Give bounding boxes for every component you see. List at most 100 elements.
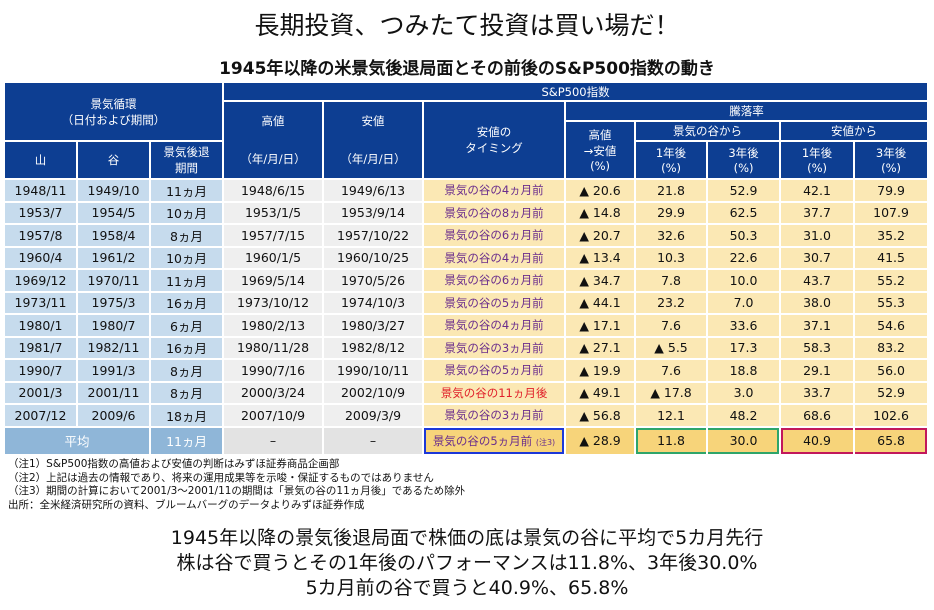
cell-low-1y: 33.7 bbox=[779, 380, 856, 405]
table-row: 1990/7 1991/3 8ヵ月 1990/7/16 1990/10/11 景気の谷の5… bbox=[3, 358, 930, 383]
cell-low-3y: 55.3 bbox=[853, 290, 930, 315]
cell-trough-3y: 18.8 bbox=[706, 358, 782, 383]
cell-low-1y: 43.7 bbox=[779, 268, 856, 293]
table-row: 1981/7 1982/11 16ヵ月 1980/11/28 1982/8/12 景気の谷… bbox=[3, 335, 930, 360]
summary-line-1: 1945年以降の景気後退局面で株価の底は景気の谷に平均で5カ月先行 bbox=[170, 527, 764, 549]
cell-trough: 1961/2 bbox=[76, 245, 151, 270]
cell-high-to-low: ▲ 27.1 bbox=[564, 335, 637, 360]
cell-trough-1y: 29.9 bbox=[634, 200, 709, 225]
cell-trough: 1975/3 bbox=[76, 290, 151, 315]
cell-low-1y: 37.7 bbox=[779, 200, 856, 225]
cell-high-date: 1973/10/12 bbox=[222, 290, 325, 315]
cell-low-date: 1949/6/13 bbox=[322, 178, 425, 203]
header-cycle: 景気循環 （日付および期間） bbox=[2, 81, 225, 142]
header-trough-1y: 1年後 (%) bbox=[634, 140, 709, 180]
cell-high-date: 1990/7/16 bbox=[222, 358, 325, 383]
note-2: （注2）上記は過去の情報であり、将来の運用成果等を示唆・保証するものではありませ… bbox=[8, 471, 434, 484]
rec-2: 期間 bbox=[175, 161, 199, 175]
note-3: （注3）期間の計算において2001/3～2001/11の期間は「景気の谷の11ヵ… bbox=[8, 485, 466, 497]
header-low-1y: 1年後 (%) bbox=[779, 140, 856, 180]
pct: (%) bbox=[807, 161, 827, 175]
cell-low-1y: 37.1 bbox=[779, 313, 856, 338]
cell-trough-3y: 3.0 bbox=[706, 380, 782, 405]
cell-trough: 1991/3 bbox=[76, 358, 151, 383]
cell-peak: 1957/8 bbox=[3, 223, 78, 248]
cell-low-3y: 102.6 bbox=[853, 403, 930, 428]
cell-low-timing: 景気の谷の5ヵ月前 bbox=[422, 290, 567, 315]
cell-low-timing: 景気の谷の6ヵ月前 bbox=[422, 223, 567, 248]
rec-1: 景気後退 bbox=[163, 145, 210, 159]
pct: (%) bbox=[733, 161, 754, 175]
avg-timing-note: (注3) bbox=[535, 437, 556, 447]
cell-trough: 1958/4 bbox=[76, 223, 151, 248]
cell-high-to-low: ▲ 20.7 bbox=[564, 223, 637, 248]
cell-recession-period: 10ヵ月 bbox=[148, 245, 225, 270]
cell-low-3y: 107.9 bbox=[853, 200, 930, 225]
cell-high-date: 1960/1/5 bbox=[222, 245, 325, 270]
header-timing: 安値の タイミング bbox=[422, 100, 567, 180]
cell-trough-1y: 7.6 bbox=[634, 313, 709, 338]
cell-low-1y: 42.1 bbox=[779, 178, 856, 203]
cell-low-date: 1957/10/22 bbox=[322, 223, 425, 248]
cell-peak: 1973/11 bbox=[3, 290, 78, 315]
cell-trough-3y: 17.3 bbox=[706, 335, 782, 360]
cell-low-1y: 38.0 bbox=[779, 290, 856, 315]
cell-low-date: 1990/10/11 bbox=[322, 358, 425, 383]
cell-high-to-low: ▲ 44.1 bbox=[564, 290, 637, 315]
cell-trough-1y: ▲ 17.8 bbox=[634, 380, 709, 405]
cell-recession-period: 8ヵ月 bbox=[148, 223, 225, 248]
table-row: 1960/4 1961/2 10ヵ月 1960/1/5 1960/10/25 景気の谷の4… bbox=[3, 245, 930, 270]
cell-trough-3y: 50.3 bbox=[706, 223, 782, 248]
cell-recession-period: 8ヵ月 bbox=[148, 358, 225, 383]
cell-low-timing: 景気の谷の8ヵ月前 bbox=[422, 200, 567, 225]
header-date-format: （年/月/日） bbox=[340, 152, 406, 166]
cell-trough: 1954/5 bbox=[76, 200, 151, 225]
cell-trough-3y: 52.9 bbox=[706, 178, 782, 203]
header-low-label: 安値 bbox=[361, 114, 385, 128]
avg-high: – bbox=[222, 425, 325, 456]
cell-peak: 1981/7 bbox=[3, 335, 78, 360]
h2l-1: 高値 bbox=[588, 128, 612, 142]
cell-low-timing: 景気の谷の4ヵ月前 bbox=[422, 313, 567, 338]
cell-trough: 2009/6 bbox=[76, 403, 151, 428]
cell-trough-3y: 7.0 bbox=[706, 290, 782, 315]
cell-trough: 1949/10 bbox=[76, 178, 151, 203]
cell-peak: 1960/4 bbox=[3, 245, 78, 270]
cell-trough-1y: 21.8 bbox=[634, 178, 709, 203]
cell-trough-3y: 10.0 bbox=[706, 268, 782, 293]
header-cycle-sub: （日付および期間） bbox=[61, 112, 166, 127]
cell-high-to-low: ▲ 34.7 bbox=[564, 268, 637, 293]
summary-line-2: 株は谷で買うとその1年後のパフォーマンスは11.8%、3年後30.0% bbox=[176, 552, 758, 574]
cell-low-3y: 35.2 bbox=[853, 223, 930, 248]
cell-trough: 1982/11 bbox=[76, 335, 151, 360]
y1: 1年後 bbox=[655, 146, 687, 160]
cell-high-to-low: ▲ 13.4 bbox=[564, 245, 637, 270]
cell-trough-1y: 10.3 bbox=[634, 245, 709, 270]
header-trough-3y: 3年後 (%) bbox=[706, 140, 782, 180]
cell-low-3y: 54.6 bbox=[853, 313, 930, 338]
cell-low-timing: 景気の谷の11ヵ月後 bbox=[422, 380, 567, 405]
cell-trough: 2001/11 bbox=[76, 380, 151, 405]
cell-high-date: 1980/2/13 bbox=[222, 313, 325, 338]
cell-low-3y: 83.2 bbox=[853, 335, 930, 360]
cell-trough-1y: 23.2 bbox=[634, 290, 709, 315]
summary-line-3: 5カ月前の谷で買うと40.9%、65.8% bbox=[305, 577, 629, 599]
cell-trough-1y: ▲ 5.5 bbox=[634, 335, 709, 360]
table-row: 1980/1 1980/7 6ヵ月 1980/2/13 1980/3/27 景気の谷の4ヵ… bbox=[3, 313, 930, 338]
header-recession: 景気後退 期間 bbox=[148, 140, 225, 180]
cell-recession-period: 10ヵ月 bbox=[148, 200, 225, 225]
note-1: （注1）S&P500指数の高値および安値の判断はみずほ証券商品企画部 bbox=[8, 458, 340, 470]
cell-low-date: 1982/8/12 bbox=[322, 335, 425, 360]
header-timing-1: 安値の bbox=[476, 125, 512, 139]
header-from-trough: 景気の谷から bbox=[634, 120, 782, 142]
header-timing-2: タイミング bbox=[465, 141, 523, 155]
cell-low-date: 1980/3/27 bbox=[322, 313, 425, 338]
cell-trough-1y: 12.1 bbox=[634, 403, 709, 428]
cell-high-date: 2000/3/24 bbox=[222, 380, 325, 405]
cell-trough-3y: 33.6 bbox=[706, 313, 782, 338]
y1: 1年後 bbox=[801, 146, 833, 160]
cell-peak: 2001/3 bbox=[3, 380, 78, 405]
cell-recession-period: 16ヵ月 bbox=[148, 290, 225, 315]
cell-high-date: 1980/11/28 bbox=[222, 335, 325, 360]
cell-peak: 1969/12 bbox=[3, 268, 78, 293]
